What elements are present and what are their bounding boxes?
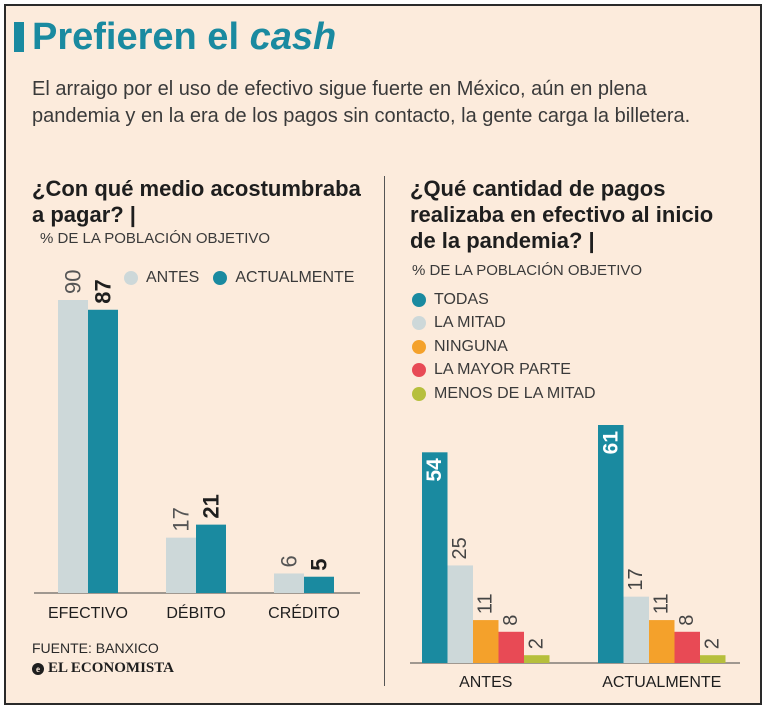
legend-label: TODAS (434, 290, 489, 308)
legend-label: LA MAYOR PARTE (434, 361, 571, 379)
chart2-bar (598, 425, 624, 663)
chart2-legend-item: TODAS (412, 288, 596, 312)
chart2-data-label: 2 (702, 638, 724, 649)
chart2-legend-item: NINGUNA (412, 335, 596, 359)
chart1-data-label: 90 (61, 270, 86, 294)
page-subtitle: El arraigo por el uso de efectivo sigue … (32, 78, 691, 127)
chart2-bar (524, 655, 550, 663)
chart1-title: ¿Con qué medio acostumbraba a pagar? | (32, 176, 361, 227)
brand-logo: e EL ECONOMISTA (32, 660, 174, 677)
chart2-legend: TODAS LA MITAD NINGUNA LA MAYOR PARTE ME… (412, 288, 596, 406)
chart2-bar (422, 452, 448, 663)
chart2-legend-item: LA MITAD (412, 312, 596, 336)
chart2-data-label: 54 (423, 458, 446, 482)
chart2-bar (649, 620, 675, 663)
chart2-data-label: 8 (676, 615, 698, 626)
chart1-data-label: 87 (91, 279, 116, 303)
title-italic: cash (249, 16, 337, 58)
chart2-bar (498, 631, 524, 663)
chart1-legend-item: ACTUALMENTE (213, 266, 354, 290)
legend-dot (412, 316, 426, 331)
chart2-legend-item: LA MAYOR PARTE (412, 359, 596, 383)
chart2-legend-item: MENOS DE LA MITAD (412, 382, 596, 406)
chart1-category-label: CRÉDITO (268, 603, 340, 622)
legend-dot (412, 363, 426, 378)
chart2-bar (700, 655, 726, 663)
chart2-data-label: 2 (526, 638, 548, 649)
infographic-frame (4, 4, 762, 705)
legend-dot (412, 339, 426, 354)
section-divider (384, 176, 385, 686)
legend-dot (412, 292, 426, 307)
chart1-bar (274, 573, 304, 593)
title-accent-bar (14, 22, 24, 52)
chart1-bar (196, 524, 226, 593)
chart2-data-label: 11 (651, 593, 673, 614)
chart1-data-label: 6 (277, 555, 302, 567)
legend-dot (213, 270, 228, 285)
chart2-data-label: 17 (625, 568, 647, 590)
chart1-note: % DE LA POBLACIÓN OBJETIVO (40, 230, 271, 247)
brand-name: EL ECONOMISTA (48, 660, 174, 676)
page-title: Prefieren el cash (32, 16, 336, 59)
legend-dot (124, 270, 138, 285)
chart2-title: ¿Qué cantidad de pagos realizaba en efec… (410, 176, 714, 253)
chart1-category-label: EFECTIVO (48, 605, 128, 622)
chart2-category-label: ANTES (459, 674, 512, 691)
chart1-legend: ANTES ACTUALMENTE (124, 266, 354, 290)
chart1-data-label: 5 (307, 558, 332, 570)
chart2-bar (674, 631, 700, 663)
chart1-bar (304, 576, 334, 593)
brand-mark-icon: e (32, 662, 44, 675)
chart2-data-label: 11 (475, 593, 497, 614)
legend-label: LA MITAD (434, 314, 506, 332)
chart2-data-label: 61 (599, 431, 622, 455)
chart2-bar (473, 620, 499, 663)
legend-label: NINGUNA (434, 337, 508, 355)
chart1-legend-item: ANTES (124, 266, 199, 290)
chart1-data-label: 21 (199, 494, 224, 518)
chart2-bar (447, 565, 473, 663)
legend-label: ANTES (146, 268, 200, 286)
legend-dot (412, 386, 426, 401)
source-note: FUENTE: BANXICO (32, 640, 159, 656)
chart1-bar (58, 300, 88, 593)
chart2-note: % DE LA POBLACIÓN OBJETIVO (412, 262, 643, 279)
chart2-bar (623, 596, 649, 663)
title-plain: Prefieren el (32, 16, 250, 58)
chart2-data-label: 8 (500, 615, 522, 626)
chart1-data-label: 17 (169, 507, 194, 531)
chart2-data-label: 25 (449, 537, 471, 559)
chart1-bar (166, 537, 196, 593)
chart1-category-label: DÉBITO (166, 603, 225, 622)
chart1-bar (88, 309, 118, 593)
chart2-category-label: ACTUALMENTE (602, 674, 721, 691)
legend-label: ACTUALMENTE (235, 268, 355, 286)
legend-label: MENOS DE LA MITAD (434, 384, 596, 402)
